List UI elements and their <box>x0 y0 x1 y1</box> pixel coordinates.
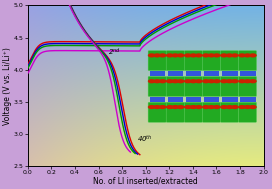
Circle shape <box>177 53 184 57</box>
Circle shape <box>159 105 166 109</box>
Bar <box>240 97 256 102</box>
Circle shape <box>244 53 251 57</box>
FancyBboxPatch shape <box>166 102 184 122</box>
FancyBboxPatch shape <box>166 51 184 71</box>
Circle shape <box>166 53 174 57</box>
Circle shape <box>213 53 221 57</box>
Circle shape <box>184 53 192 57</box>
Circle shape <box>195 105 203 109</box>
Circle shape <box>189 105 197 109</box>
FancyBboxPatch shape <box>202 102 220 122</box>
Circle shape <box>249 105 257 109</box>
X-axis label: No. of LI inserted/extracted: No. of LI inserted/extracted <box>93 177 198 186</box>
Circle shape <box>238 105 246 109</box>
FancyBboxPatch shape <box>166 76 184 97</box>
Bar <box>186 71 201 76</box>
Circle shape <box>189 53 197 57</box>
Circle shape <box>159 79 166 83</box>
Circle shape <box>225 53 233 57</box>
FancyBboxPatch shape <box>184 102 202 122</box>
Circle shape <box>220 105 228 109</box>
Circle shape <box>159 53 166 57</box>
Circle shape <box>225 105 233 109</box>
Circle shape <box>202 53 210 57</box>
Circle shape <box>171 53 179 57</box>
Bar <box>168 97 183 102</box>
Bar <box>222 97 237 102</box>
Circle shape <box>213 79 221 83</box>
Bar <box>150 71 165 76</box>
Bar <box>168 71 183 76</box>
FancyBboxPatch shape <box>239 76 256 97</box>
Bar <box>204 97 220 102</box>
Circle shape <box>208 79 215 83</box>
Circle shape <box>195 53 203 57</box>
FancyBboxPatch shape <box>239 102 256 122</box>
FancyBboxPatch shape <box>202 51 220 71</box>
Bar <box>222 71 237 76</box>
Circle shape <box>148 53 156 57</box>
FancyBboxPatch shape <box>220 51 239 71</box>
FancyBboxPatch shape <box>184 76 202 97</box>
FancyBboxPatch shape <box>148 76 166 97</box>
Bar <box>240 71 256 76</box>
Circle shape <box>220 53 228 57</box>
Circle shape <box>171 79 179 83</box>
Circle shape <box>213 105 221 109</box>
Circle shape <box>238 79 246 83</box>
Text: 2$^{nd}$: 2$^{nd}$ <box>108 47 121 58</box>
FancyBboxPatch shape <box>220 76 239 97</box>
Circle shape <box>225 79 233 83</box>
Circle shape <box>166 79 174 83</box>
Bar <box>150 97 165 102</box>
Circle shape <box>231 53 239 57</box>
Circle shape <box>171 105 179 109</box>
Circle shape <box>148 79 156 83</box>
FancyBboxPatch shape <box>239 51 256 71</box>
Circle shape <box>208 53 215 57</box>
Circle shape <box>238 53 246 57</box>
Circle shape <box>195 79 203 83</box>
Circle shape <box>249 79 257 83</box>
Circle shape <box>177 105 184 109</box>
Circle shape <box>231 79 239 83</box>
Circle shape <box>249 53 257 57</box>
FancyBboxPatch shape <box>148 102 166 122</box>
Circle shape <box>153 79 161 83</box>
FancyBboxPatch shape <box>184 51 202 71</box>
Circle shape <box>220 79 228 83</box>
Text: 40$^{th}$: 40$^{th}$ <box>138 132 153 144</box>
Circle shape <box>189 79 197 83</box>
Circle shape <box>184 79 192 83</box>
Circle shape <box>184 105 192 109</box>
FancyBboxPatch shape <box>220 102 239 122</box>
Y-axis label: Voltage (V vs. Li/Li⁺): Voltage (V vs. Li/Li⁺) <box>4 47 13 125</box>
Bar <box>204 71 220 76</box>
Circle shape <box>153 105 161 109</box>
Bar <box>186 97 201 102</box>
Circle shape <box>177 79 184 83</box>
Circle shape <box>244 79 251 83</box>
Circle shape <box>166 105 174 109</box>
Circle shape <box>208 105 215 109</box>
Circle shape <box>202 79 210 83</box>
Circle shape <box>148 105 156 109</box>
Circle shape <box>153 53 161 57</box>
Circle shape <box>231 105 239 109</box>
Circle shape <box>202 105 210 109</box>
FancyBboxPatch shape <box>202 76 220 97</box>
Circle shape <box>244 105 251 109</box>
FancyBboxPatch shape <box>148 51 166 71</box>
